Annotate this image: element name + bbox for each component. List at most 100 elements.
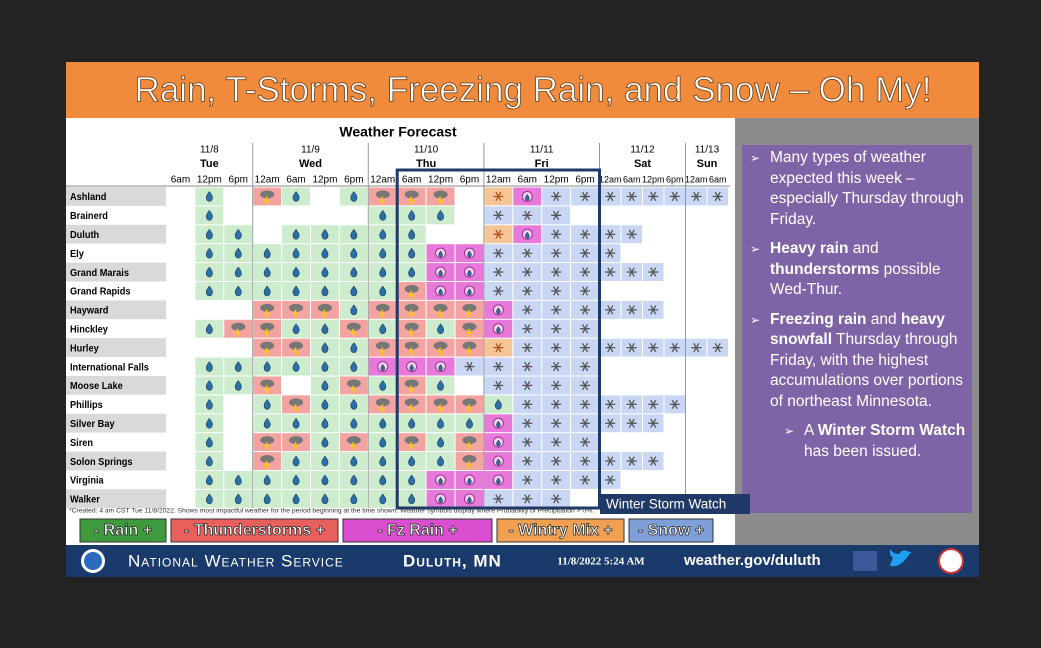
- bolt: [466, 441, 472, 451]
- weather-icon: [205, 266, 213, 278]
- location-bg: [66, 357, 166, 376]
- weather-icon: [408, 266, 416, 278]
- drop: [292, 266, 300, 278]
- flake-arm: [581, 191, 589, 202]
- cloud: [289, 341, 304, 350]
- bolt: [466, 347, 472, 356]
- location-label: Grand Marais: [70, 267, 129, 279]
- time-label: 12pm: [428, 175, 453, 186]
- weather-icon: [234, 266, 242, 278]
- flake-arm: [553, 456, 560, 466]
- time-label: 6am: [402, 175, 421, 186]
- bolt: [263, 441, 270, 451]
- weather-icon: [292, 455, 300, 467]
- location-bg: [66, 413, 166, 433]
- bolt: [437, 404, 443, 413]
- cloud: [462, 436, 477, 445]
- footer-office: Duluth, MN: [403, 551, 502, 570]
- day-label: Sat: [634, 158, 651, 170]
- weather-icon: [263, 417, 271, 429]
- flake-arm: [524, 494, 531, 504]
- weather-icon: [580, 342, 591, 353]
- cloud: [433, 190, 448, 199]
- weather-icon: [605, 475, 616, 485]
- weather-icon: [260, 190, 275, 205]
- cloud: [433, 398, 448, 407]
- drop: [321, 361, 329, 372]
- drop: [205, 474, 213, 486]
- weather-icon: [626, 305, 637, 315]
- flake-arm: [581, 324, 589, 334]
- drop: [379, 323, 387, 334]
- flake-arm: [628, 267, 635, 277]
- drop: [292, 417, 300, 429]
- drop: [321, 474, 329, 486]
- weather-icon: [321, 323, 329, 334]
- weather-icon: [435, 474, 447, 486]
- weather-icon: [466, 417, 473, 429]
- weather-icon: [435, 266, 447, 278]
- weather-icon: [462, 455, 477, 470]
- drop: [379, 474, 387, 486]
- flake-arm: [495, 380, 502, 391]
- bolt: [379, 309, 385, 319]
- flake-arm: [553, 286, 560, 296]
- flake-arm: [628, 305, 635, 315]
- time-label: 6pm: [666, 174, 684, 184]
- drop: [350, 361, 358, 372]
- weather-icon: [551, 418, 562, 428]
- weather-icon: [408, 247, 416, 259]
- flake-arm: [628, 399, 635, 410]
- footer-url: weather.gov/duluth: [683, 552, 821, 569]
- weather-icon: [463, 266, 475, 278]
- bullet: Heavy rain and thunderstorms possible We…: [748, 239, 968, 301]
- flake-arm: [495, 361, 502, 372]
- drop: [205, 436, 213, 448]
- weather-icon: [321, 361, 329, 372]
- weather-icon: [626, 399, 637, 410]
- weather-icon: [234, 474, 242, 486]
- bolt: [466, 328, 472, 338]
- location-bg: [66, 489, 166, 509]
- drop: [292, 228, 300, 240]
- weather-icon: [404, 303, 419, 319]
- weather-icon: [292, 417, 300, 429]
- flake-arm: [553, 399, 560, 410]
- cloud: [375, 190, 390, 199]
- drop: [205, 191, 213, 202]
- weather-icon: [522, 418, 533, 428]
- weather-icon: [377, 361, 389, 373]
- drop: [379, 247, 387, 259]
- facebook-icon[interactable]: [853, 551, 877, 571]
- legend-box: [496, 518, 625, 543]
- weather-icon: [462, 341, 477, 356]
- drop: [321, 436, 329, 448]
- weather-icon: [437, 455, 444, 467]
- location-label: Walker: [70, 494, 100, 506]
- bolt: [235, 328, 241, 338]
- weather-icon: [433, 190, 448, 205]
- location-label: International Falls: [70, 362, 149, 374]
- twitter-icon[interactable]: [889, 549, 912, 567]
- cloud: [462, 322, 477, 331]
- weather-icon: [493, 494, 504, 504]
- weather-icon: [551, 456, 562, 466]
- weather-icon: [350, 304, 358, 316]
- cloud: [404, 398, 419, 407]
- weather-icon: [522, 286, 533, 296]
- drop: [321, 285, 329, 297]
- weather-icon: [522, 399, 533, 410]
- flake-arm: [495, 267, 502, 277]
- drop: [350, 342, 358, 353]
- weather-icon: [433, 303, 448, 319]
- weather-icon: [463, 285, 475, 297]
- weather-icon: [260, 303, 275, 319]
- date-label: 11/10: [414, 145, 439, 156]
- drop: [496, 477, 501, 485]
- flake-arm: [607, 475, 614, 485]
- bolt: [408, 328, 414, 338]
- weather-icon: [463, 474, 475, 486]
- cloud: [346, 322, 361, 331]
- flake-arm: [553, 210, 560, 221]
- bolt: [437, 196, 443, 205]
